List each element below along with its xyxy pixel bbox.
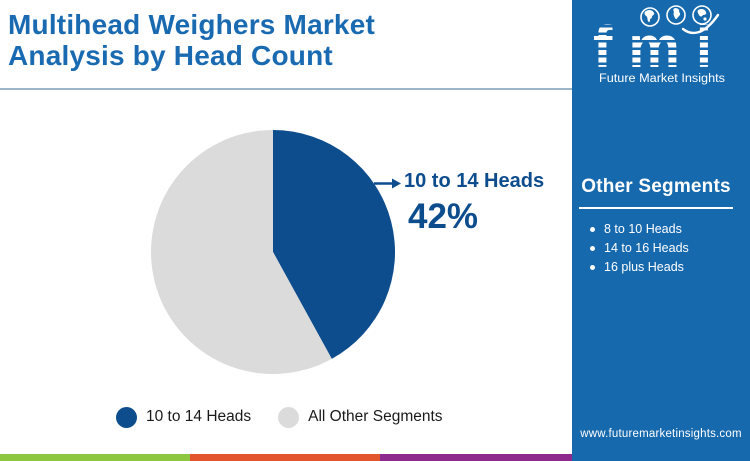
logo-swoosh bbox=[681, 13, 720, 35]
callout-arrow-icon bbox=[374, 178, 401, 189]
page-title: Multihead Weighers Market Analysis by He… bbox=[8, 9, 568, 71]
legend-label: 10 to 14 Heads bbox=[146, 408, 252, 425]
legend-dot bbox=[278, 406, 300, 428]
bullet-icon bbox=[590, 245, 595, 251]
footer-stripe-segment bbox=[380, 454, 572, 461]
legend-dot bbox=[116, 406, 137, 428]
asia-pacific-globe-icon bbox=[692, 5, 712, 25]
footer-stripe-segment bbox=[190, 454, 380, 461]
callout-slice-label: 10 to 14 Heads bbox=[404, 170, 545, 192]
header-divider bbox=[0, 88, 572, 90]
pie-chart bbox=[150, 130, 395, 374]
fmi-logo: fmi Future Market Insights bbox=[593, 5, 728, 85]
other-segments-list: 8 to 10 Heads 14 to 16 Heads 16 plus Hea… bbox=[590, 222, 689, 279]
europe-africa-globe-icon bbox=[666, 5, 686, 25]
bullet-icon bbox=[590, 264, 595, 270]
pie-slice-all-other-segments bbox=[150, 130, 332, 374]
website-link[interactable]: www.futuremarketinsights.com bbox=[580, 428, 742, 440]
segment-item-label: 14 to 16 Heads bbox=[604, 241, 689, 255]
footer-stripe-segment bbox=[0, 454, 190, 461]
segment-item-label: 8 to 10 Heads bbox=[604, 222, 682, 236]
logo-tagline: Future Market Insights bbox=[599, 73, 725, 85]
chart-legend: 10 to 14 Heads All Other Segments bbox=[116, 405, 443, 429]
list-item: 8 to 10 Heads bbox=[590, 222, 689, 236]
page-title-line-2: Analysis by Head Count bbox=[8, 40, 333, 71]
segment-item-label: 16 plus Heads bbox=[604, 260, 684, 274]
legend-item-secondary: All Other Segments bbox=[278, 406, 443, 428]
legend-item-primary: 10 to 14 Heads bbox=[116, 406, 252, 428]
footer-stripe bbox=[0, 454, 572, 461]
logo-wordmark: fmi bbox=[593, 15, 728, 80]
callout-slice-value: 42% bbox=[408, 197, 479, 236]
other-segments-header: Other Segments bbox=[579, 176, 733, 209]
americas-globe-icon bbox=[640, 7, 660, 27]
pie-slice-10-to-14-heads bbox=[273, 130, 395, 359]
page-title-line-1: Multihead Weighers Market bbox=[8, 9, 376, 40]
sidebar: fmi Future Market Insights Other Segment… bbox=[572, 0, 750, 461]
bullet-icon bbox=[590, 226, 595, 232]
other-segments-heading: Other Segments bbox=[581, 176, 731, 197]
list-item: 14 to 16 Heads bbox=[590, 241, 689, 255]
list-item: 16 plus Heads bbox=[590, 260, 689, 274]
legend-label: All Other Segments bbox=[308, 408, 443, 425]
